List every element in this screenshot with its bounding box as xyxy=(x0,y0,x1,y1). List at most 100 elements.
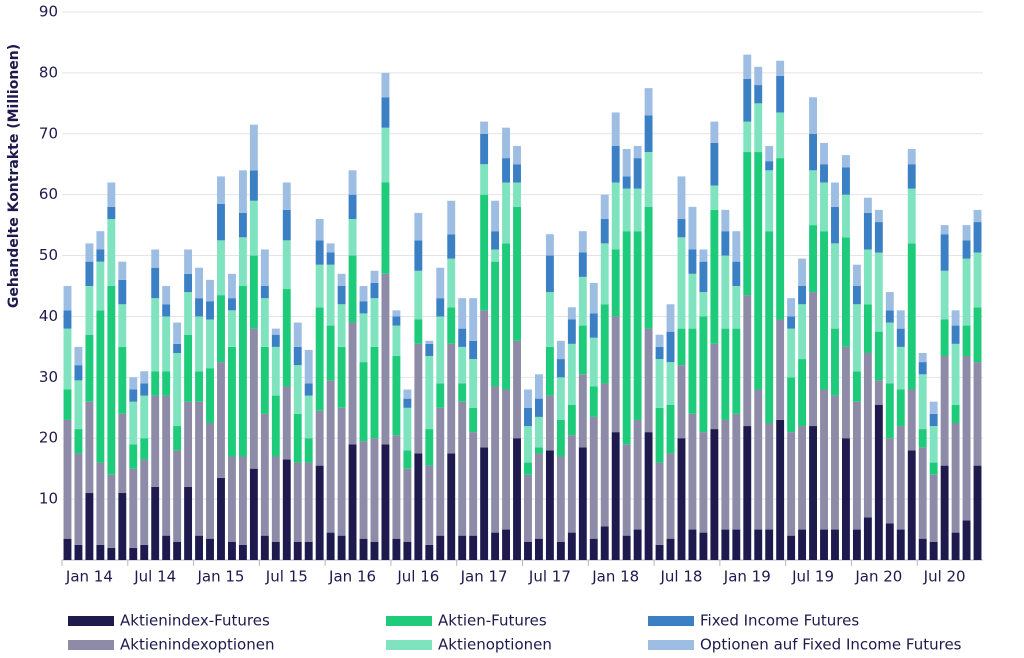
bar-segment xyxy=(809,292,818,427)
bar-segment xyxy=(918,538,927,560)
bar-segment xyxy=(151,371,160,396)
bar-segment xyxy=(403,541,412,560)
bar-segment xyxy=(491,249,500,262)
bar-segment xyxy=(85,493,94,560)
bar-segment xyxy=(359,301,368,314)
bar-segment xyxy=(414,453,423,560)
bar-segment xyxy=(611,432,620,560)
bar-segment xyxy=(217,362,225,478)
bar-segment xyxy=(600,219,609,244)
bar-segment xyxy=(315,307,324,411)
bar-segment xyxy=(293,541,302,560)
bar-segment xyxy=(425,429,434,466)
bar-segment xyxy=(403,407,412,451)
legend-label: Optionen auf Fixed Income Futures xyxy=(700,636,962,654)
bar-segment xyxy=(655,544,664,560)
bar-segment xyxy=(293,365,302,414)
bar-segment xyxy=(578,276,587,326)
bar-segment xyxy=(271,395,280,457)
bar-segment xyxy=(359,441,368,539)
bar-segment xyxy=(85,261,94,286)
bar-segment xyxy=(885,310,894,323)
bar-segment xyxy=(414,212,423,241)
y-tick-label: 40 xyxy=(39,307,58,325)
bar-segment xyxy=(765,161,774,171)
bar-segment xyxy=(403,468,412,542)
bar-segment xyxy=(776,60,785,76)
bar-segment xyxy=(480,310,489,448)
bar-segment xyxy=(622,444,631,536)
bar-segment xyxy=(951,423,960,533)
bar-segment xyxy=(688,249,697,274)
bar-segment xyxy=(962,356,971,521)
bar-segment xyxy=(973,307,982,363)
bar-segment xyxy=(896,389,905,427)
bar-segment xyxy=(195,267,204,299)
bar-segment xyxy=(611,145,620,183)
bar-segment xyxy=(184,401,193,487)
bar-segment xyxy=(469,407,478,433)
bar-segment xyxy=(173,426,182,451)
bar-segment xyxy=(962,240,971,259)
bar-segment xyxy=(129,444,138,469)
bar-segment xyxy=(929,462,938,475)
bar-segment xyxy=(820,529,828,560)
bar-segment xyxy=(491,261,500,387)
bar-segment xyxy=(173,352,182,427)
bar-segment xyxy=(337,273,346,286)
bar-segment xyxy=(699,532,708,560)
x-tick-label: Jan 20 xyxy=(854,568,902,586)
bar-segment xyxy=(151,298,160,372)
bar-segment xyxy=(666,404,675,454)
bar-segment xyxy=(611,112,620,146)
bar-segment xyxy=(348,255,357,323)
bar-segment xyxy=(677,365,686,439)
bar-segment xyxy=(973,209,982,223)
bar-segment xyxy=(502,243,511,390)
x-tick-label: Jul 20 xyxy=(923,568,966,586)
bar-segment xyxy=(436,316,445,384)
bar-segment xyxy=(524,462,532,475)
bar-segment xyxy=(885,292,894,311)
bar-segment xyxy=(129,401,138,445)
bar-segment xyxy=(436,298,445,317)
bar-segment xyxy=(534,416,543,448)
bar-segment xyxy=(392,435,401,539)
bar-segment xyxy=(534,374,543,399)
bar-segment xyxy=(524,541,532,560)
bar-segment xyxy=(776,319,785,420)
bar-segment xyxy=(787,328,796,378)
bar-segment xyxy=(491,386,500,533)
bar-segment xyxy=(655,462,664,545)
bar-segment xyxy=(863,352,872,518)
bar-segment xyxy=(852,371,861,402)
bar-segment xyxy=(359,313,368,363)
bar-segment xyxy=(545,292,554,347)
bar-segment xyxy=(162,395,171,536)
bar-segment xyxy=(699,249,708,262)
bar-segment xyxy=(348,194,357,220)
bar-segment xyxy=(326,264,335,326)
bar-segment xyxy=(710,121,719,143)
bar-segment xyxy=(918,352,927,363)
bar-segment xyxy=(217,477,225,560)
bar-segment xyxy=(776,158,785,320)
bar-segment xyxy=(699,261,708,293)
bar-segment xyxy=(907,243,916,390)
bar-segment xyxy=(447,258,456,308)
bar-segment xyxy=(502,389,511,530)
bar-segment xyxy=(622,535,631,560)
bar-segment xyxy=(798,286,807,305)
bar-segment xyxy=(852,264,861,286)
bar-segment xyxy=(655,346,664,360)
bar-segment xyxy=(74,365,83,381)
bar-segment xyxy=(940,270,949,320)
bar-segment xyxy=(206,423,214,539)
bar-segment xyxy=(238,237,247,286)
bar-segment xyxy=(765,231,774,423)
bar-segment xyxy=(567,307,576,320)
bar-segment xyxy=(962,520,971,560)
bar-segment xyxy=(951,404,960,423)
bar-segment xyxy=(63,286,72,311)
bar-segment xyxy=(206,301,214,320)
